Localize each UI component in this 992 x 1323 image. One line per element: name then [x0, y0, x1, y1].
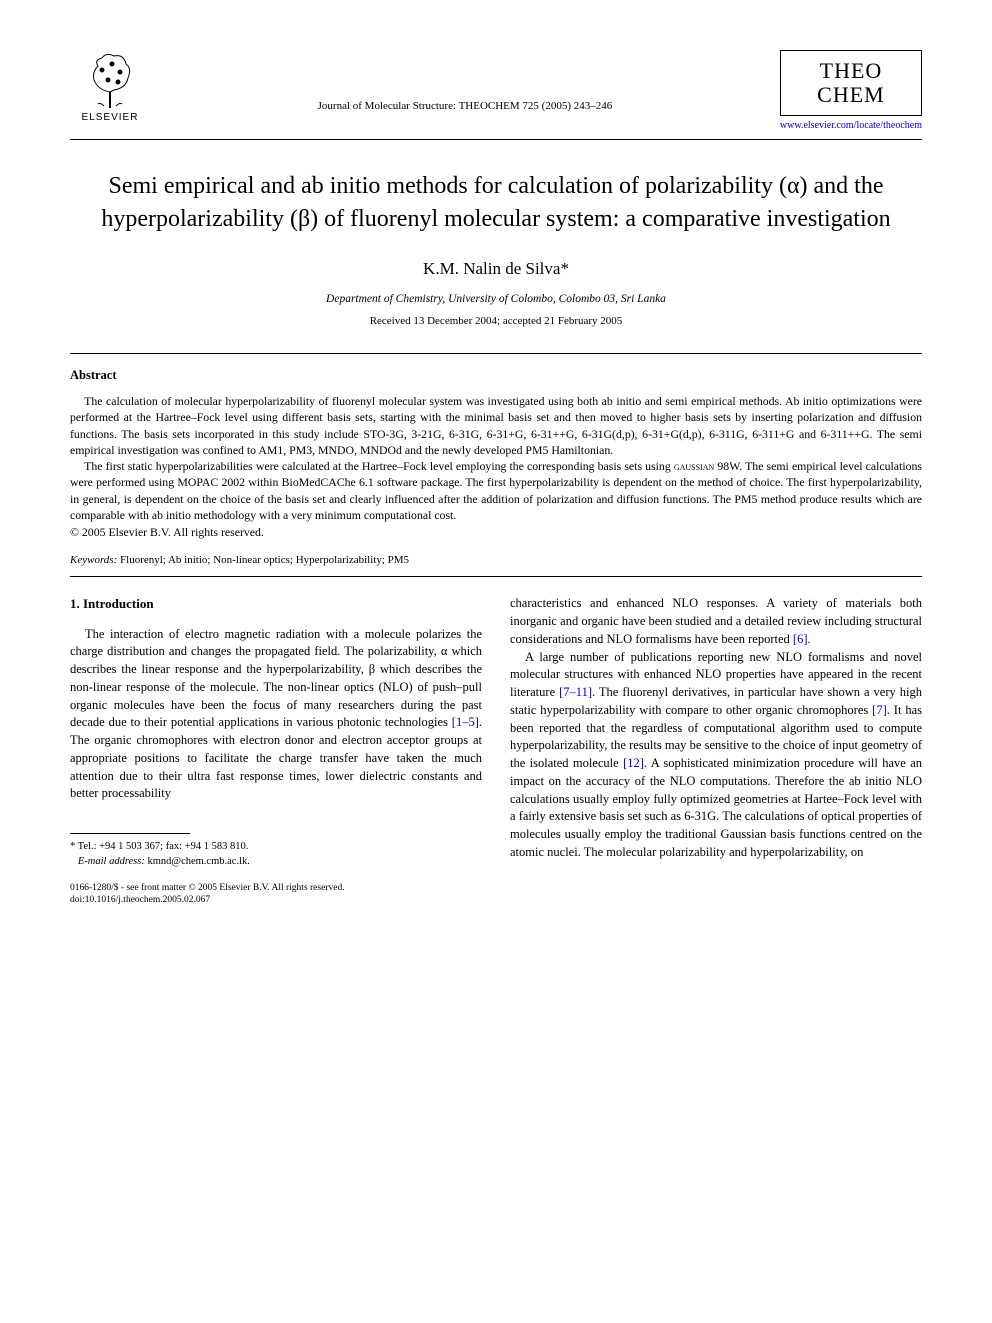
section-1-heading: 1. Introduction	[70, 595, 482, 613]
footnote-email-label: E-mail address:	[78, 856, 145, 867]
article-dates: Received 13 December 2004; accepted 21 F…	[70, 315, 922, 327]
footnote-contact: * Tel.: +94 1 503 367; fax: +94 1 583 81…	[70, 840, 482, 855]
body-column-left: 1. Introduction The interaction of elect…	[70, 595, 482, 907]
article-page: ELSEVIER Journal of Molecular Structure:…	[0, 0, 992, 947]
abstract-para-2: The first static hyperpolarizabilities w…	[70, 458, 922, 523]
author-affiliation: Department of Chemistry, University of C…	[70, 293, 922, 305]
footnote-divider	[70, 833, 190, 834]
col2-para-1: characteristics and enhanced NLO respons…	[510, 595, 922, 648]
corresponding-author-footnote: * Tel.: +94 1 503 367; fax: +94 1 583 81…	[70, 840, 482, 869]
abstract-p2-pre: The first static hyperpolarizabilities w…	[84, 459, 674, 473]
publisher-logo: ELSEVIER	[70, 50, 150, 123]
journal-logo-line1: THEO	[791, 59, 911, 83]
ref-link-1-5[interactable]: [1–5]	[452, 715, 479, 729]
ref-link-6[interactable]: [6]	[793, 632, 808, 646]
page-header: ELSEVIER Journal of Molecular Structure:…	[70, 50, 922, 131]
article-title: Semi empirical and ab initio methods for…	[70, 170, 922, 235]
abstract-copyright: © 2005 Elsevier B.V. All rights reserved…	[70, 525, 922, 540]
body-two-column: 1. Introduction The interaction of elect…	[70, 595, 922, 907]
abstract-heading: Abstract	[70, 368, 922, 383]
journal-brand-block: THEO CHEM www.elsevier.com/locate/theoch…	[780, 50, 922, 131]
footnote-email: kmnd@chem.cmb.ac.lk.	[145, 856, 250, 867]
footer-doi: doi:10.1016/j.theochem.2005.02.067	[70, 894, 482, 907]
header-divider	[70, 139, 922, 140]
journal-logo-box: THEO CHEM	[780, 50, 922, 116]
keywords-text: Fluorenyl; Ab initio; Non-linear optics;…	[117, 554, 409, 566]
ref-link-7[interactable]: [7]	[872, 703, 887, 717]
abstract-body: The calculation of molecular hyperpolari…	[70, 393, 922, 523]
ref-link-12[interactable]: [12]	[623, 756, 644, 770]
gaussian-smallcaps: gaussian	[674, 459, 714, 473]
elsevier-tree-icon	[80, 50, 140, 110]
publisher-name: ELSEVIER	[82, 112, 139, 123]
intro-para-1: The interaction of electro magnetic radi…	[70, 626, 482, 804]
keywords-line: Keywords: Fluorenyl; Ab initio; Non-line…	[70, 554, 922, 566]
journal-reference: Journal of Molecular Structure: THEOCHEM…	[150, 50, 780, 112]
journal-logo-line2: CHEM	[791, 83, 911, 107]
col2-p2-d: . A sophisticated minimization procedure…	[510, 756, 922, 859]
col2-para-2: A large number of publications reporting…	[510, 649, 922, 862]
ref-link-7-11[interactable]: [7–11]	[559, 685, 592, 699]
footer-line-1: 0166-1280/$ - see front matter © 2005 El…	[70, 882, 482, 895]
journal-url-link[interactable]: www.elsevier.com/locate/theochem	[780, 120, 922, 131]
abstract-para-1: The calculation of molecular hyperpolari…	[70, 393, 922, 458]
intro-p1-a: The interaction of electro magnetic radi…	[70, 627, 482, 730]
body-column-right: characteristics and enhanced NLO respons…	[510, 595, 922, 907]
col2-p1-a: characteristics and enhanced NLO respons…	[510, 596, 922, 646]
keywords-bottom-divider	[70, 576, 922, 577]
footer-publication-info: 0166-1280/$ - see front matter © 2005 El…	[70, 882, 482, 908]
author-name: K.M. Nalin de Silva*	[70, 259, 922, 279]
col2-p1-b: .	[807, 632, 810, 646]
footnote-email-line: E-mail address: kmnd@chem.cmb.ac.lk.	[70, 855, 482, 870]
abstract-top-divider	[70, 353, 922, 354]
keywords-label: Keywords:	[70, 554, 117, 566]
